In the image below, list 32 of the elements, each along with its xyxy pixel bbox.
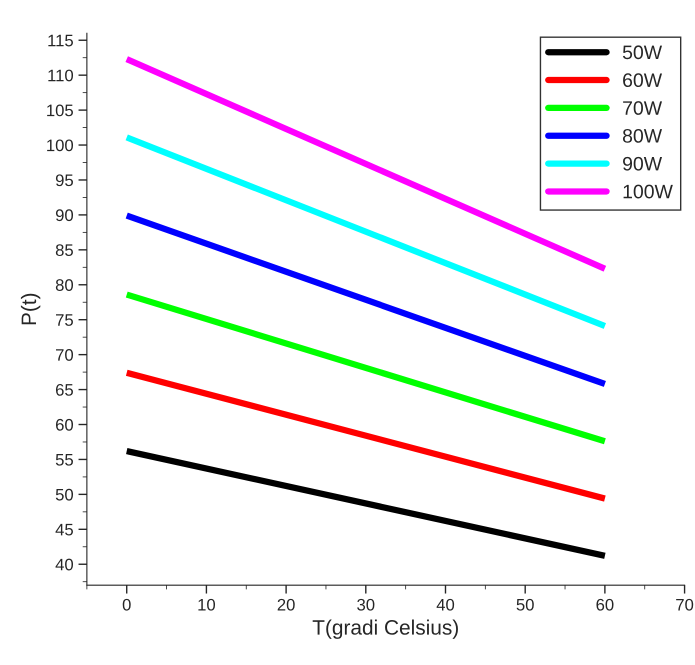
- y-tick-label: 55: [56, 454, 73, 466]
- x-tick-label: 20: [278, 598, 295, 611]
- legend-label: 50W: [622, 45, 662, 60]
- y-tick-label: 100: [47, 139, 74, 152]
- y-tick-label: 115: [48, 34, 73, 46]
- x-axis-title: T(gradi Celsius): [312, 619, 458, 639]
- y-tick-label: 50: [56, 488, 74, 501]
- y-tick-label: 40: [56, 558, 74, 570]
- x-tick-label: 70: [676, 598, 694, 611]
- y-tick-label: 90: [56, 209, 74, 222]
- y-tick-label: 75: [56, 314, 73, 326]
- y-tick-label: 85: [56, 244, 73, 256]
- y-tick-label: 65: [56, 384, 73, 396]
- y-tick-label: 70: [56, 349, 74, 361]
- legend-label: 80W: [622, 128, 662, 143]
- legend-label: 70W: [623, 101, 662, 115]
- y-tick-label: 60: [56, 418, 74, 431]
- x-tick-label: 50: [516, 598, 534, 611]
- x-tick-label: 30: [357, 598, 374, 611]
- y-tick-label: 45: [56, 524, 73, 536]
- legend-label: 100W: [624, 184, 673, 198]
- y-tick-label: 110: [48, 70, 74, 82]
- x-tick-label: 40: [436, 598, 454, 611]
- x-tick-label: 10: [198, 598, 216, 611]
- legend-label: 90W: [623, 156, 662, 171]
- y-tick-label: 95: [56, 174, 73, 186]
- y-tick-label: 105: [47, 104, 73, 116]
- legend-label: 60W: [623, 73, 662, 88]
- y-tick-label: 80: [56, 279, 74, 291]
- y-axis-title: P(t): [20, 294, 40, 324]
- x-tick-label: 0: [122, 598, 131, 611]
- x-tick-label: 60: [596, 598, 614, 611]
